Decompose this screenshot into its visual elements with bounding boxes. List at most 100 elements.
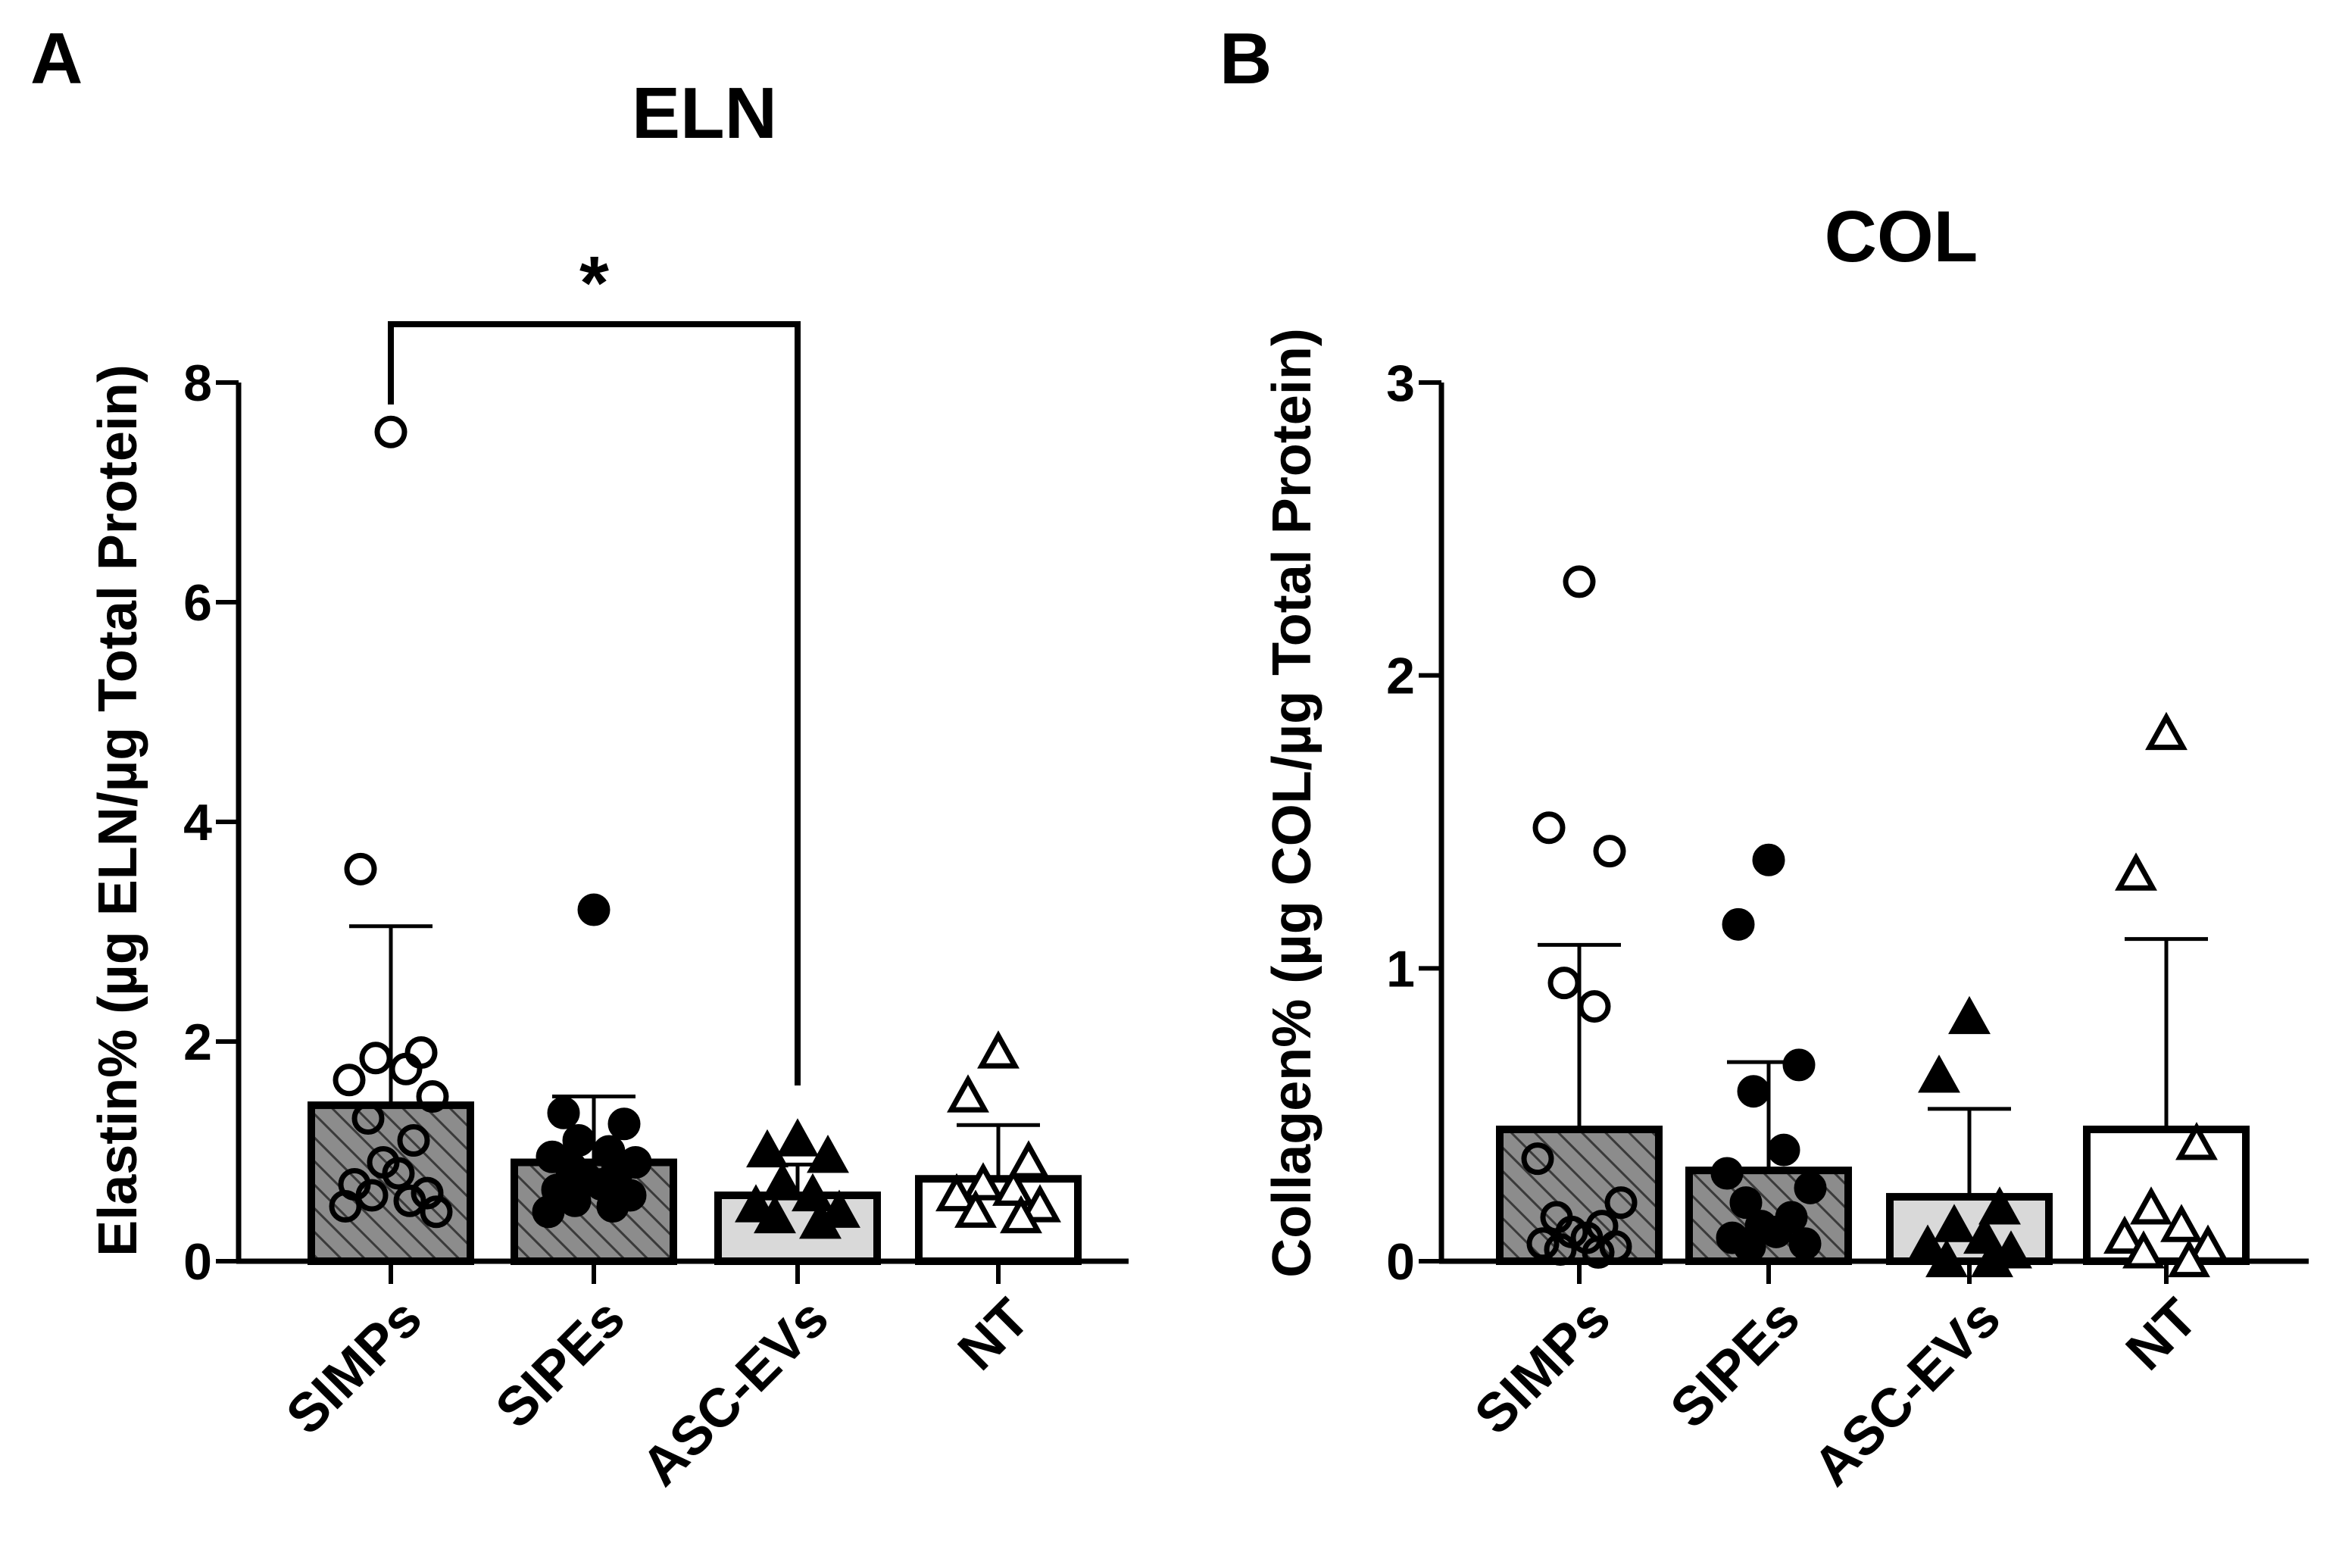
data-point — [1544, 1233, 1577, 1267]
x-tick-label: NT — [2115, 1288, 2209, 1382]
data-point — [746, 1129, 789, 1168]
data-point — [374, 415, 408, 448]
chart-title: COL — [1825, 196, 1978, 277]
data-point — [596, 1190, 629, 1223]
data-point — [2122, 1230, 2165, 1269]
data-point — [411, 1176, 444, 1210]
data-point — [558, 1184, 592, 1217]
data-point — [1604, 1186, 1638, 1220]
y-axis-label: Collagen% (µg COL/µg Total Protein) — [1262, 328, 1323, 1278]
x-tick-label: SIMPs — [1463, 1288, 1622, 1446]
data-point — [1760, 1215, 1793, 1248]
data-point — [333, 1064, 366, 1097]
data-point — [1547, 967, 1581, 1000]
data-point — [404, 1036, 438, 1069]
y-tick-label: 0 — [1386, 1233, 1415, 1291]
data-point — [1925, 1238, 1968, 1278]
x-tick-label: SIMPs — [275, 1288, 433, 1446]
data-point — [992, 1167, 1035, 1206]
significance-bracket — [388, 321, 801, 1085]
data-point — [532, 1195, 565, 1229]
data-point — [1767, 1133, 1800, 1167]
data-point — [2160, 1204, 2203, 1242]
data-point — [397, 1124, 430, 1157]
data-point — [1737, 1075, 1770, 1108]
data-point — [735, 1184, 777, 1223]
x-tick-label: SIPEs — [1659, 1288, 1811, 1440]
x-tick-label: ASC-EVs — [630, 1288, 840, 1498]
data-point — [1978, 1186, 2021, 1225]
data-point — [2103, 1215, 2146, 1254]
data-point — [1578, 990, 1611, 1023]
data-point — [355, 1179, 389, 1212]
data-point — [1918, 1054, 1960, 1093]
x-tick-label: NT — [947, 1288, 1041, 1382]
data-point — [1729, 1186, 1763, 1220]
data-point — [1019, 1184, 1061, 1223]
data-point — [1794, 1171, 1827, 1204]
data-point — [1532, 811, 1566, 845]
y-tick-label: 2 — [183, 1014, 212, 1071]
data-point — [977, 1030, 1020, 1069]
data-point — [393, 1184, 426, 1217]
data-point — [761, 1162, 804, 1201]
panel-a: A ELN Elastin% (µg ELN/µg Total Protein)… — [30, 18, 1129, 1498]
data-point — [351, 1102, 385, 1135]
data-point — [1526, 1227, 1560, 1260]
data-point — [382, 1157, 415, 1190]
data-point — [1971, 1238, 2013, 1278]
data-point — [954, 1189, 997, 1228]
x-tick-label: SIPEs — [484, 1288, 636, 1440]
data-point — [807, 1135, 849, 1173]
data-point — [1733, 1230, 1766, 1263]
data-point — [1599, 1230, 1632, 1263]
data-point — [1752, 843, 1785, 876]
data-point — [1593, 835, 1626, 868]
data-point — [2175, 1122, 2218, 1160]
x-tick-label: ASC-EVs — [1802, 1288, 2012, 1498]
data-point — [935, 1173, 978, 1212]
data-point — [389, 1052, 423, 1085]
data-point — [1582, 1235, 1615, 1269]
data-point — [1948, 995, 1991, 1035]
y-tick-label: 8 — [183, 355, 212, 412]
data-point — [329, 1190, 362, 1223]
data-point — [947, 1074, 989, 1113]
data-point — [607, 1107, 641, 1141]
data-point — [547, 1096, 580, 1129]
data-point — [420, 1195, 453, 1229]
panel-letter: B — [1219, 18, 1272, 99]
y-axis-label: Elastin% (µg ELN/µg Total Protein) — [88, 364, 148, 1257]
data-point — [1782, 1048, 1816, 1082]
data-point — [2168, 1238, 2210, 1278]
data-point — [2115, 852, 2157, 891]
data-point — [1563, 565, 1596, 598]
data-point — [1722, 907, 1755, 941]
y-tick-label: 1 — [1386, 940, 1415, 998]
y-tick-label: 3 — [1386, 355, 1415, 412]
y-tick-label: 2 — [1386, 648, 1415, 705]
data-point — [359, 1042, 392, 1075]
data-point — [1710, 1157, 1744, 1190]
data-point — [416, 1080, 449, 1113]
data-point — [776, 1118, 819, 1157]
data-point — [799, 1201, 842, 1239]
panel-letter: A — [30, 18, 83, 99]
data-point — [792, 1173, 834, 1212]
y-tick-label: 6 — [183, 574, 212, 632]
bar — [308, 1101, 474, 1265]
data-point — [962, 1162, 1004, 1201]
data-point — [2187, 1224, 2229, 1263]
chart-title: ELN — [632, 73, 777, 154]
data-point — [344, 852, 377, 886]
data-point — [2145, 711, 2188, 751]
data-point — [754, 1195, 796, 1234]
data-point — [2130, 1186, 2172, 1225]
data-point — [1521, 1142, 1554, 1176]
data-point — [1933, 1204, 1975, 1242]
data-point — [1000, 1195, 1042, 1234]
data-point — [1788, 1227, 1822, 1260]
